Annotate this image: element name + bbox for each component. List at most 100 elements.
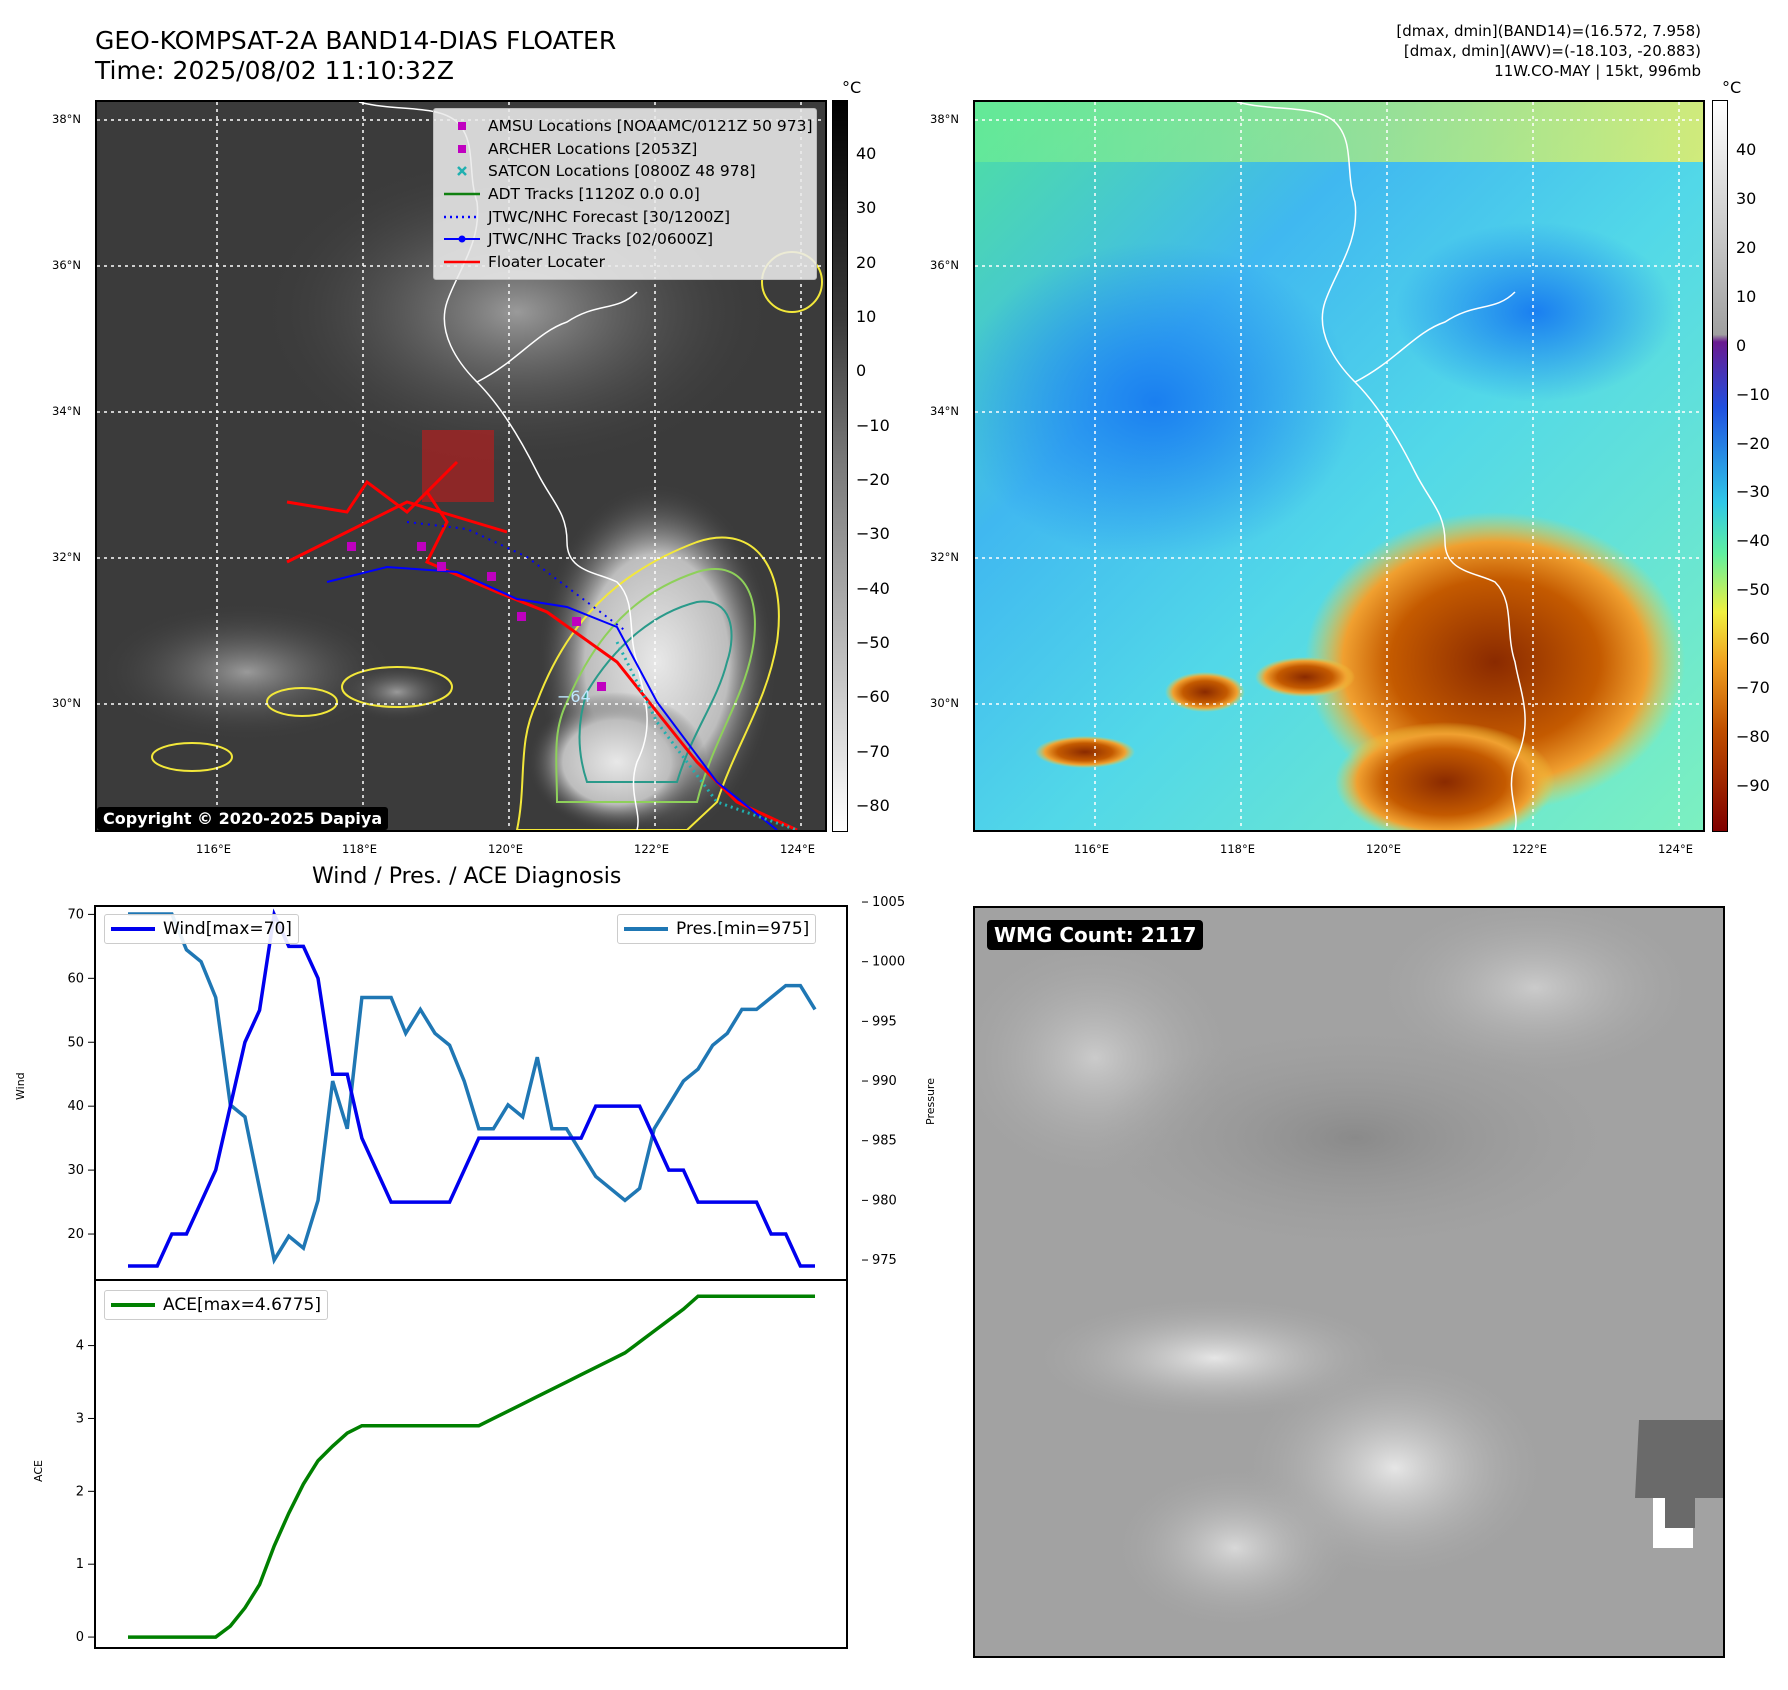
- legend-symbol-icon: [444, 235, 480, 243]
- floater-locater-track-a: [286, 500, 508, 564]
- ir-contour-green: [555, 568, 756, 803]
- wmg-count-badge: WMG Count: 2117: [987, 920, 1204, 950]
- info-awv-range: [dmax, dmin](AWV)=(-18.103, -20.883): [1403, 42, 1701, 60]
- ace-tick-label: 3: [76, 1411, 84, 1426]
- wind-legend-label: Wind[max=70]: [163, 919, 292, 939]
- ir-colorbar-tick: −70: [856, 741, 890, 761]
- legend-symbol-icon: [458, 144, 466, 153]
- wv-coastline-2: [1354, 291, 1516, 383]
- wv-coastline: [1236, 102, 1526, 830]
- legend-entry: JTWC/NHC Tracks [02/0600Z]: [442, 228, 808, 251]
- ace-axes: [94, 1279, 848, 1649]
- wv-cold-band-3: [1255, 657, 1355, 697]
- legend-symbol-icon: [444, 260, 480, 264]
- jtwc-track: [326, 565, 778, 830]
- ir-lat-label: 32°N: [52, 550, 81, 564]
- ir-cloud-band: [337, 662, 457, 722]
- wv-colorbar-tick: 0: [1736, 335, 1747, 355]
- wind-series-line: [128, 908, 815, 1268]
- wind-tick-label: 50: [67, 1035, 84, 1050]
- ir-colorbar-tick: −40: [856, 578, 890, 598]
- legend-entry: ARCHER Locations [2053Z]: [442, 138, 808, 161]
- wv-colorbar-tick: −90: [1736, 776, 1770, 795]
- ace-tick-label: 2: [76, 1484, 84, 1499]
- floater-box: [422, 430, 494, 502]
- info-storm-summary: 11W.CO-MAY | 15kt, 996mb: [1494, 62, 1701, 80]
- wv-colorbar-tick: 30: [1736, 188, 1757, 208]
- ir-lat-label: 34°N: [52, 404, 81, 418]
- ir-colorbar-tick: 10: [856, 307, 877, 326]
- ir-lat-label: 36°N: [52, 258, 81, 272]
- pressure-series-line: [128, 912, 817, 1265]
- wmg-image: [975, 908, 1723, 1656]
- wv-colorbar-tick: −40: [1736, 531, 1770, 551]
- ir-colorbar-tick: 40: [856, 144, 877, 163]
- ir-colorbar-tick: −30: [856, 524, 890, 544]
- legend-symbol-icon: [457, 166, 467, 177]
- ir-lon-label: 120°E: [488, 842, 523, 856]
- wv-cold-band: [1165, 672, 1245, 712]
- ir-colorbar-tick: 20: [856, 252, 877, 272]
- wv-colorbar-tick: −60: [1736, 629, 1770, 649]
- wv-colorbar-tick: 20: [1736, 237, 1757, 257]
- figure-time: Time: 2025/08/02 11:10:32Z: [95, 56, 454, 85]
- wind-tick-label: 40: [67, 1099, 84, 1114]
- wv-lat-label: 30°N: [930, 696, 959, 710]
- ace-legend: ACE[max=4.6775]: [104, 1290, 328, 1320]
- pressure-tick-label: 1005: [872, 895, 905, 910]
- legend-label: ARCHER Locations [2053Z]: [488, 139, 698, 158]
- wv-colorbar-unit: °C: [1722, 78, 1742, 97]
- ir-colorbar: [832, 100, 848, 832]
- legend-label: SATCON Locations [0800Z 48 978]: [488, 162, 756, 181]
- ace-tick-label: 0: [76, 1630, 84, 1645]
- ir-colorbar-tick: −20: [856, 470, 890, 489]
- wind-pressure-axes: [94, 905, 848, 1281]
- legend-label: ADT Tracks [1120Z 0.0 0.0]: [488, 185, 700, 204]
- legend-label: JTWC/NHC Tracks [02/0600Z]: [488, 230, 714, 249]
- pressure-tick-label: 975: [872, 1253, 897, 1268]
- wind-tick-label: 20: [67, 1227, 84, 1242]
- wmg-panel: WMG Count: 2117: [973, 906, 1725, 1658]
- legend-entry: ADT Tracks [1120Z 0.0 0.0]: [442, 183, 808, 206]
- wv-colorbar-tick: −80: [1736, 727, 1770, 747]
- info-band14-range: [dmax, dmin](BAND14)=(16.572, 7.958): [1396, 22, 1701, 40]
- wv-cold-south: [1335, 722, 1555, 830]
- archer-points: [347, 542, 606, 691]
- pressure-tick-label: 985: [872, 1134, 897, 1149]
- wmg-dark-band: [1095, 1028, 1615, 1248]
- legend-entry: SATCON Locations [0800Z 48 978]: [442, 160, 808, 183]
- ir-lon-label: 116°E: [196, 842, 231, 856]
- wv-dry-region: [975, 242, 1355, 562]
- ir-cloud-west: [97, 602, 397, 742]
- legend-symbol-icon: [444, 192, 480, 196]
- pressure-tick-label: 1000: [872, 955, 905, 970]
- wmg-dark-blob: [1635, 1420, 1723, 1528]
- pressure-legend: Pres.[min=975]: [617, 914, 817, 944]
- legend-label: Floater Locater: [488, 252, 605, 271]
- jtwc-forecast: [406, 521, 628, 633]
- legend-label: AMSU Locations [NOAAMC/0121Z 50 973]: [488, 117, 813, 136]
- legend-symbol-icon: [444, 215, 480, 218]
- wmg-bright-s: [1115, 1468, 1355, 1628]
- floater-locater-track: [286, 460, 798, 830]
- wv-colorbar-tick: −10: [1736, 384, 1770, 404]
- legend-entry: JTWC/NHC Forecast [30/1200Z]: [442, 205, 808, 228]
- figure-title: GEO-KOMPSAT-2A BAND14-DIAS FLOATER: [95, 26, 617, 55]
- ir-colorbar-tick: −10: [856, 415, 890, 435]
- wv-lat-label: 36°N: [930, 258, 959, 272]
- wv-colorbar-tick: 40: [1736, 140, 1757, 159]
- wv-colorbar-tick: −20: [1736, 433, 1770, 453]
- ir-colorbar-unit: °C: [842, 78, 862, 97]
- wv-lon-label: 116°E: [1074, 842, 1109, 856]
- ir-colorbar-tick: −50: [856, 633, 890, 652]
- ir-contour-yellow-2: [151, 742, 233, 772]
- wind-legend: Wind[max=70]: [104, 914, 299, 944]
- wv-lon-label: 118°E: [1220, 842, 1255, 856]
- wv-lon-label: 124°E: [1658, 842, 1693, 856]
- wv-lat-label: 38°N: [930, 112, 959, 126]
- wv-lat-label: 34°N: [930, 404, 959, 418]
- ace-series-line: [128, 1294, 815, 1639]
- wv-cold-band-2: [1035, 736, 1135, 768]
- ir-colorbar-tick: 30: [856, 198, 877, 218]
- wv-lon-label: 122°E: [1512, 842, 1547, 856]
